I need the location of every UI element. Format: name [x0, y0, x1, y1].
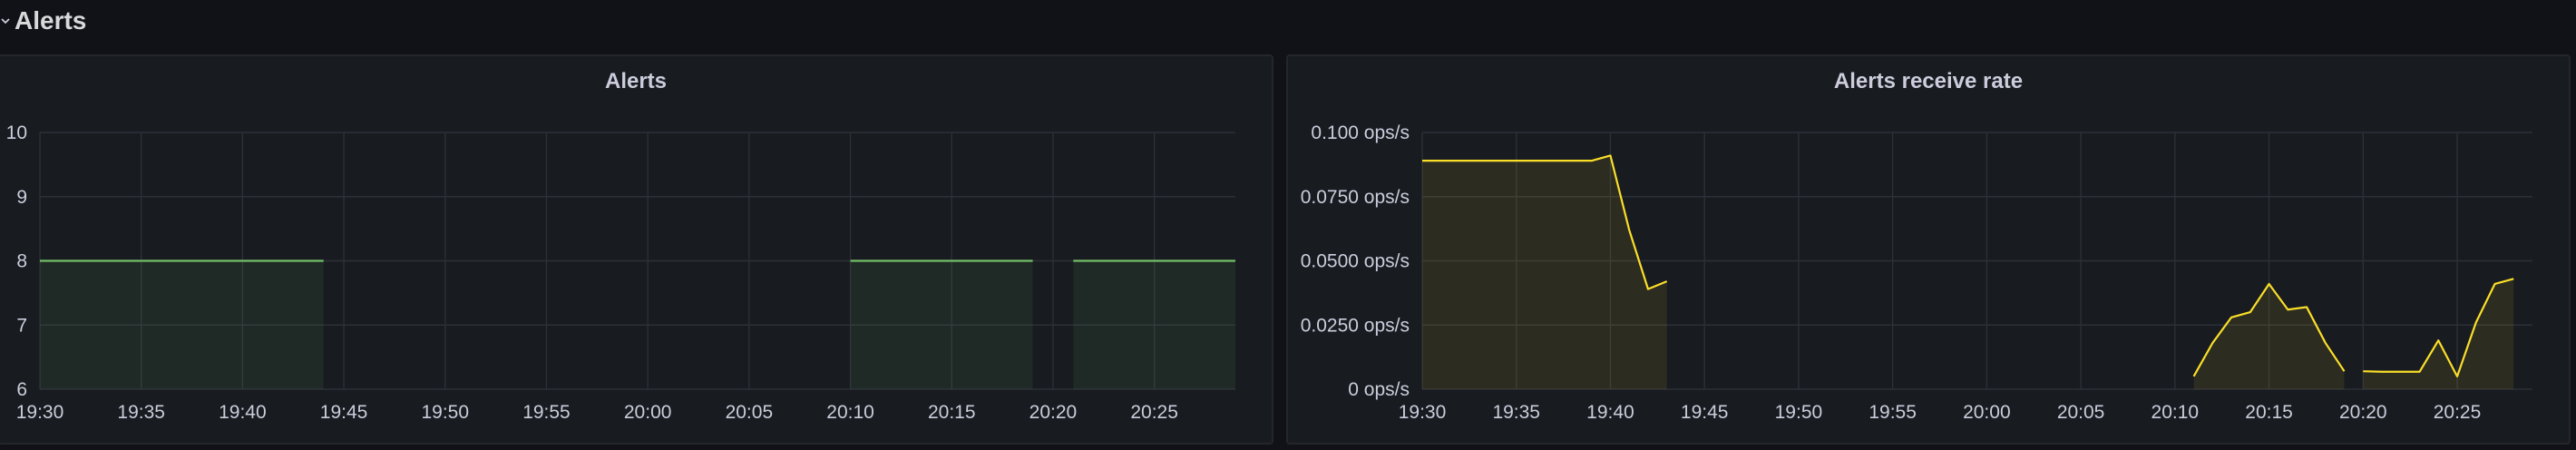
series-area	[1073, 260, 1235, 389]
row-title: Alerts	[15, 6, 87, 34]
x-tick-label: 19:50	[421, 402, 469, 423]
panel-title[interactable]: Alerts receive rate	[1833, 69, 2024, 93]
x-tick-label: 20:20	[1029, 402, 1078, 423]
series-area	[40, 260, 324, 389]
row-header[interactable]: Alerts	[0, 0, 86, 42]
y-tick-label: 0.100 ops/s	[1311, 122, 1410, 143]
series-area	[2363, 279, 2514, 389]
x-tick-label: 19:50	[1775, 402, 1823, 423]
alerts-chart: 6 7 8 9 10 19:30 19:35 19:40 19:45 19:50 19:55 20:0…	[6, 122, 1235, 423]
x-tick-label: 20:15	[928, 402, 976, 423]
x-tick-label: 19:30	[16, 402, 64, 423]
x-tick-label: 19:55	[1869, 402, 1917, 423]
x-tick-label: 20:20	[2339, 402, 2387, 423]
y-tick-label: 6	[16, 379, 27, 400]
x-tick-label: 20:15	[2245, 402, 2293, 423]
series-area	[2193, 283, 2345, 389]
x-tick-label: 20:25	[2434, 402, 2482, 423]
x-tick-label: 19:40	[1586, 402, 1634, 423]
x-tick-label: 19:35	[117, 402, 165, 423]
chevron-down-icon[interactable]	[0, 15, 11, 26]
alerts-receive-rate-panel: Alerts receive rate 0 ops/s 0.0250 ops/s 0…	[1286, 54, 2571, 445]
x-tick-label: 20:05	[726, 402, 774, 423]
x-tick-label: 19:35	[1492, 402, 1540, 423]
x-tick-label: 19:30	[1399, 402, 1447, 423]
x-tick-label: 20:25	[1130, 402, 1178, 423]
y-tick-label: 9	[16, 187, 27, 208]
y-tick-label: 0.0500 ops/s	[1301, 251, 1410, 272]
alerts-panel: Alerts 6 7 8 9 10 19:30 19:35 19:40 19:45 19:50 19…	[0, 54, 1273, 445]
x-tick-label: 20:10	[2152, 402, 2200, 423]
y-tick-label: 7	[16, 315, 27, 336]
x-tick-label: 19:40	[219, 402, 267, 423]
x-tick-label: 19:45	[320, 402, 368, 423]
x-tick-label: 20:10	[826, 402, 874, 423]
series-line	[2192, 282, 2346, 377]
alerts-receive-rate-chart: 0 ops/s 0.0250 ops/s 0.0500 ops/s 0.0750 op…	[1301, 122, 2532, 423]
y-tick-label: 0 ops/s	[1348, 379, 1410, 400]
x-tick-label: 20:05	[2057, 402, 2105, 423]
x-tick-label: 20:00	[624, 402, 672, 423]
x-tick-label: 20:00	[1963, 402, 2011, 423]
x-tick-label: 19:55	[522, 402, 571, 423]
series-line	[2363, 278, 2514, 377]
series-area	[1422, 155, 1667, 389]
panel-title[interactable]: Alerts	[604, 69, 668, 93]
y-tick-label: 8	[16, 251, 27, 272]
y-tick-label: 10	[6, 122, 27, 143]
x-tick-label: 19:45	[1681, 402, 1729, 423]
series-line	[1422, 154, 1668, 290]
series-area	[850, 260, 1033, 389]
y-tick-label: 0.0750 ops/s	[1301, 187, 1410, 208]
y-tick-label: 0.0250 ops/s	[1301, 315, 1410, 336]
